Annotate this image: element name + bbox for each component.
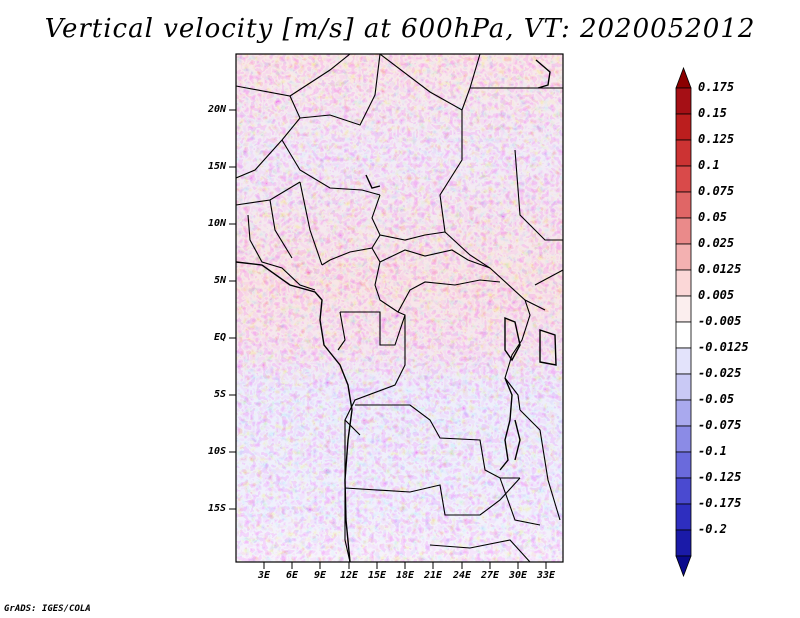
axis-ticks bbox=[229, 109, 547, 569]
lon-label-12e: 12E bbox=[339, 570, 359, 581]
lat-label-10n: 10N bbox=[207, 218, 226, 229]
colorbar-segment bbox=[675, 243, 692, 271]
colorbar-segment bbox=[675, 425, 692, 453]
lon-label-15e: 15E bbox=[367, 570, 387, 581]
lon-label-30e: 30E bbox=[508, 570, 528, 581]
coastlines-lakes bbox=[236, 59, 557, 562]
colorbar-label: -0.125 bbox=[698, 470, 742, 484]
colorbar-label: -0.005 bbox=[698, 314, 742, 328]
colorbar-label: 0.175 bbox=[698, 80, 735, 94]
lat-label-10s: 10S bbox=[207, 446, 226, 457]
colorbar bbox=[675, 66, 692, 578]
lat-label-15n: 15N bbox=[207, 161, 226, 172]
colorbar-label: -0.1 bbox=[698, 444, 727, 458]
colorbar-label: 0.025 bbox=[698, 236, 735, 250]
country-borders bbox=[236, 54, 563, 562]
colorbar-segment bbox=[675, 373, 692, 401]
colorbar-label: 0.0125 bbox=[698, 262, 742, 276]
colorbar-label: -0.025 bbox=[698, 366, 742, 380]
lon-label-27e: 27E bbox=[480, 570, 500, 581]
grads-credit: GrADS: IGES/COLA bbox=[4, 604, 91, 614]
lat-label-eq: EQ bbox=[213, 332, 226, 343]
colorbar-label: 0.005 bbox=[698, 288, 735, 302]
colorbar-segment bbox=[675, 269, 692, 297]
colorbar-segment bbox=[675, 347, 692, 375]
lat-label-20n: 20N bbox=[207, 104, 226, 115]
colorbar-label: -0.05 bbox=[698, 392, 735, 406]
field-speckle bbox=[236, 54, 563, 562]
map-frame bbox=[235, 53, 564, 563]
lat-label-5n: 5N bbox=[213, 275, 226, 286]
chart-title: Vertical velocity [m/s] at 600hPa, VT: 2… bbox=[44, 14, 756, 44]
colorbar-segment bbox=[675, 113, 692, 141]
colorbar-segment bbox=[675, 529, 692, 557]
colorbar-label: 0.125 bbox=[698, 132, 735, 146]
colorbar-segment bbox=[675, 87, 692, 115]
colorbar-label: 0.075 bbox=[698, 184, 735, 198]
lon-label-24e: 24E bbox=[452, 570, 472, 581]
colorbar-segment bbox=[675, 399, 692, 427]
colorbar-label: -0.2 bbox=[698, 522, 727, 536]
colorbar-label: -0.0125 bbox=[698, 340, 749, 354]
colorbar-label: 0.15 bbox=[698, 106, 727, 120]
colorbar-label: -0.175 bbox=[698, 496, 742, 510]
colorbar-label: -0.075 bbox=[698, 418, 742, 432]
colorbar-label: 0.1 bbox=[698, 158, 720, 172]
colorbar-segment bbox=[675, 295, 692, 323]
colorbar-label: 0.05 bbox=[698, 210, 727, 224]
colorbar-segment bbox=[675, 191, 692, 219]
colorbar-segment bbox=[675, 66, 692, 89]
colorbar-segment bbox=[675, 217, 692, 245]
lon-label-18e: 18E bbox=[395, 570, 415, 581]
lat-label-5s: 5S bbox=[213, 389, 226, 400]
lon-label-3e: 3E bbox=[257, 570, 271, 581]
colorbar-segment bbox=[675, 139, 692, 167]
field-area bbox=[236, 54, 563, 562]
lon-label-21e: 21E bbox=[423, 570, 443, 581]
colorbar-segment bbox=[675, 477, 692, 505]
colorbar-segment bbox=[675, 321, 692, 349]
lon-label-33e: 33E bbox=[536, 570, 556, 581]
colorbar-segment bbox=[675, 503, 692, 531]
colorbar-segment bbox=[675, 555, 692, 578]
colorbar-segment bbox=[675, 451, 692, 479]
lon-label-9e: 9E bbox=[313, 570, 327, 581]
lat-label-15s: 15S bbox=[207, 503, 226, 514]
colorbar-segment bbox=[675, 165, 692, 193]
lon-label-6e: 6E bbox=[285, 570, 299, 581]
